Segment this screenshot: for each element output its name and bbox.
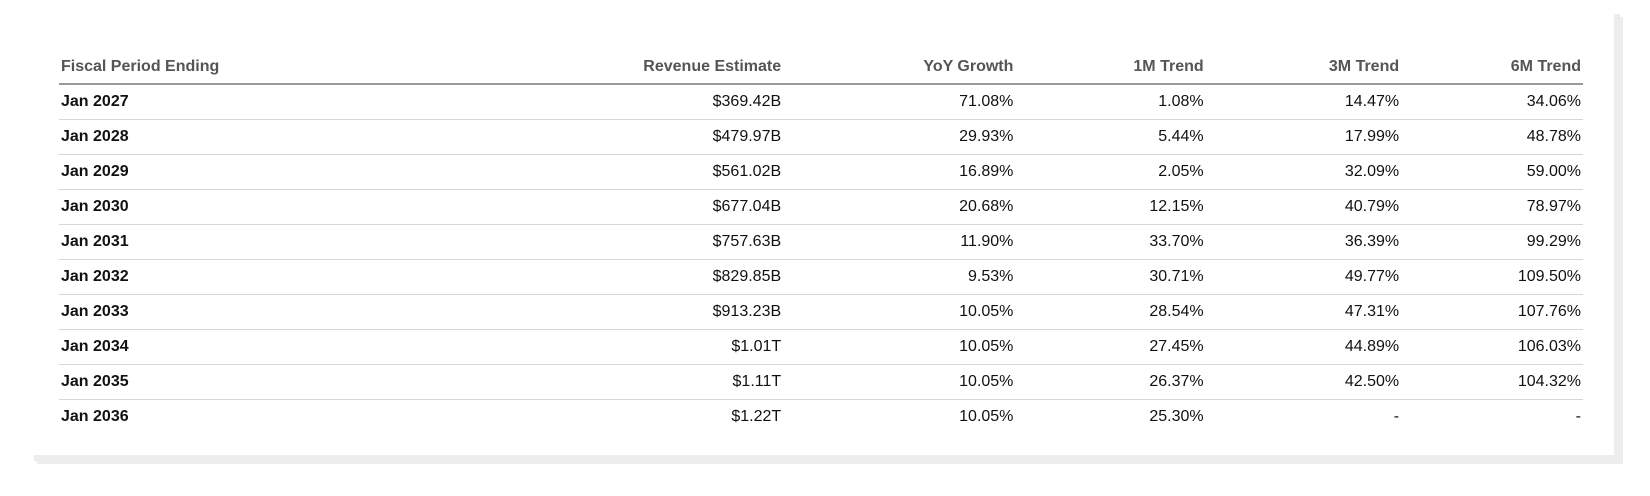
cell-fiscal-period: Jan 2030 xyxy=(59,189,343,225)
cell-yoy-growth: 9.53% xyxy=(783,259,1016,295)
revenue-estimates-table: Fiscal Period Ending Revenue Estimate Yo… xyxy=(59,50,1583,434)
cell-6m-trend: 104.32% xyxy=(1401,364,1583,400)
cell-6m-trend: 59.00% xyxy=(1401,154,1583,190)
cell-revenue-estimate: $369.42B xyxy=(342,84,784,120)
cell-revenue-estimate: $1.11T xyxy=(342,364,784,400)
cell-3m-trend: 40.79% xyxy=(1205,189,1402,225)
cell-revenue-estimate: $1.01T xyxy=(342,329,784,365)
cell-6m-trend: 106.03% xyxy=(1401,329,1583,365)
cell-revenue-estimate: $757.63B xyxy=(342,224,784,260)
cell-revenue-estimate: $1.22T xyxy=(731,408,782,425)
cell-fiscal-period: Jan 2034 xyxy=(59,329,343,365)
cell-fiscal-period: Jan 2032 xyxy=(59,259,343,295)
header-3m-trend[interactable]: 3M Trend xyxy=(1205,50,1402,85)
header-yoy-growth[interactable]: YoY Growth xyxy=(783,50,1016,85)
cell-3m-trend: 42.50% xyxy=(1205,364,1402,400)
cell-yoy-growth: 16.89% xyxy=(783,154,1016,190)
cell-1m-trend: 33.70% xyxy=(1015,224,1206,260)
cell-revenue-estimate: $829.85B xyxy=(342,259,784,295)
cell-yoy-growth: 10.05% xyxy=(783,329,1016,365)
cell-fiscal-period: Jan 2033 xyxy=(59,294,343,330)
cell-revenue-estimate: $913.23B xyxy=(342,294,784,330)
cell-3m-trend: 49.77% xyxy=(1205,259,1402,295)
cell-1m-trend: 28.54% xyxy=(1015,294,1206,330)
cell-3m-trend: 36.39% xyxy=(1205,224,1402,260)
table-row: Jan 2028 $479.97B 29.93% 5.44% 17.99% 48… xyxy=(59,119,1583,155)
cell-yoy-growth: 29.93% xyxy=(783,119,1016,155)
cell-1m-trend: 1.08% xyxy=(1015,84,1206,120)
header-revenue-estimate[interactable]: Revenue Estimate xyxy=(342,50,784,85)
header-fiscal-period[interactable]: Fiscal Period Ending xyxy=(59,50,343,85)
header-1m-trend[interactable]: 1M Trend xyxy=(1015,50,1206,85)
cell-revenue-estimate: $561.02B xyxy=(342,154,784,190)
table-row: Jan 2035 $1.11T 10.05% 26.37% 42.50% 104… xyxy=(59,364,1583,400)
cell-fiscal-period: Jan 2029 xyxy=(59,154,343,190)
table-row: Jan 2029 $561.02B 16.89% 2.05% 32.09% 59… xyxy=(59,154,1583,190)
cell-yoy-growth: 10.05% xyxy=(783,364,1016,400)
cell-fiscal-period: Jan 2028 xyxy=(59,119,343,155)
cell-revenue-estimate: $677.04B xyxy=(342,189,784,225)
cell-1m-trend: 5.44% xyxy=(1015,119,1206,155)
cell-1m-trend: 27.45% xyxy=(1015,329,1206,365)
table-row: Jan 2027 $369.42B 71.08% 1.08% 14.47% 34… xyxy=(59,84,1583,120)
table-row: Jan 2033 $913.23B 10.05% 28.54% 47.31% 1… xyxy=(59,294,1583,330)
table-row: Jan 2030 $677.04B 20.68% 12.15% 40.79% 7… xyxy=(59,189,1583,225)
table-row: Jan 2034 $1.01T 10.05% 27.45% 44.89% 106… xyxy=(59,329,1583,365)
cell-6m-trend: 109.50% xyxy=(1401,259,1583,295)
cell-yoy-growth: 20.68% xyxy=(783,189,1016,225)
cell-fiscal-period: Jan 2031 xyxy=(59,224,343,260)
cell-1m-trend: 12.15% xyxy=(1015,189,1206,225)
cell-6m-trend: 78.97% xyxy=(1401,189,1583,225)
cell-6m-trend: 48.78% xyxy=(1401,119,1583,155)
table-row: Jan 2032 $829.85B 9.53% 30.71% 49.77% 10… xyxy=(59,259,1583,295)
cell-6m-trend: 34.06% xyxy=(1401,84,1583,120)
cell-1m-trend: 2.05% xyxy=(1015,154,1206,190)
cell-fiscal-period: Jan 2036 xyxy=(61,408,129,425)
cell-yoy-growth: 10.05% xyxy=(783,294,1016,330)
cell-3m-trend: 17.99% xyxy=(1205,119,1402,155)
cell-3m-trend: 14.47% xyxy=(1205,84,1402,120)
cell-fiscal-period: Jan 2035 xyxy=(59,364,343,400)
cell-6m-trend: - xyxy=(1575,408,1581,425)
table-header-row: Fiscal Period Ending Revenue Estimate Yo… xyxy=(59,50,1583,85)
cell-1m-trend: 25.30% xyxy=(1149,408,1204,425)
cell-1m-trend: 30.71% xyxy=(1015,259,1206,295)
cell-yoy-growth: 10.05% xyxy=(959,408,1014,425)
header-6m-trend[interactable]: 6M Trend xyxy=(1401,50,1583,85)
cell-3m-trend: - xyxy=(1393,408,1400,425)
cell-3m-trend: 32.09% xyxy=(1205,154,1402,190)
cell-3m-trend: 44.89% xyxy=(1205,329,1402,365)
table-row: Jan 2036 $1.22T 10.05% 25.30% - - xyxy=(59,400,1583,435)
cell-yoy-growth: 71.08% xyxy=(783,84,1016,120)
cell-yoy-growth: 11.90% xyxy=(783,224,1016,260)
cell-3m-trend: 47.31% xyxy=(1205,294,1402,330)
table-row: Jan 2031 $757.63B 11.90% 33.70% 36.39% 9… xyxy=(59,224,1583,260)
cell-revenue-estimate: $479.97B xyxy=(342,119,784,155)
cell-fiscal-period: Jan 2027 xyxy=(59,84,343,120)
cell-6m-trend: 107.76% xyxy=(1401,294,1583,330)
cell-1m-trend: 26.37% xyxy=(1015,364,1206,400)
cell-6m-trend: 99.29% xyxy=(1401,224,1583,260)
